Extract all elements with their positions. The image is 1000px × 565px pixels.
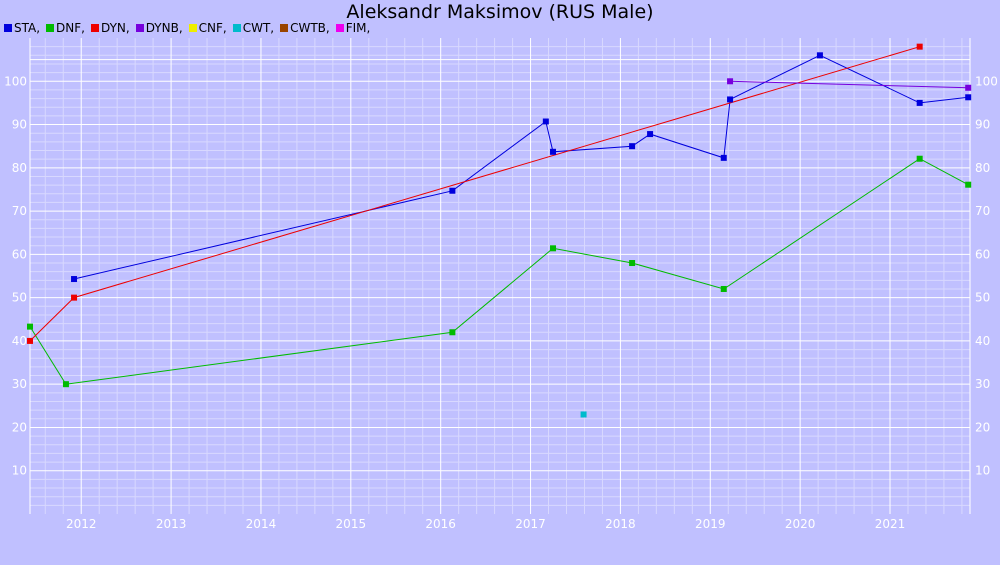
- x-axis-ticks: 2012 2013 2014 2015 2016 2017 2018 2019 2020 2021: [66, 517, 905, 531]
- chart-title: Aleksandr Maksimov (RUS Male): [346, 1, 654, 23]
- data-point-dyn: [916, 43, 923, 50]
- data-point-dynb: [727, 78, 734, 85]
- x-tick-label: 2021: [875, 517, 906, 531]
- y-tick-label-right: 50: [975, 291, 990, 305]
- x-tick-label: 2012: [66, 517, 97, 531]
- data-point-dnf: [62, 381, 69, 388]
- y-tick-label-right: 20: [975, 420, 990, 434]
- y-tick-label-right: 30: [975, 377, 990, 391]
- legend-label: CNF,: [198, 21, 227, 35]
- y-tick-label-right: 80: [975, 161, 990, 175]
- x-tick-label: 2019: [695, 517, 726, 531]
- grid-minor: [30, 38, 970, 514]
- data-point-sta: [647, 131, 654, 138]
- data-point-sta: [727, 96, 734, 103]
- x-tick-label: 2014: [246, 517, 277, 531]
- x-tick-label: 2016: [425, 517, 456, 531]
- y-tick-label-right: 60: [975, 247, 990, 261]
- data-point-sta: [550, 148, 557, 155]
- y-tick-label-left: 100: [4, 74, 27, 88]
- data-point-sta: [916, 99, 923, 106]
- data-point-sta: [542, 118, 549, 125]
- y-tick-label-left: 40: [12, 334, 27, 348]
- y-tick-label-left: 30: [12, 377, 27, 391]
- data-point-dnf: [27, 323, 33, 330]
- legend-entry-cwt: CWT,: [232, 21, 275, 35]
- y-tick-label-left: 50: [12, 291, 27, 305]
- legend-label: DYNB,: [145, 21, 183, 35]
- legend-entry-cnf: CNF,: [188, 21, 227, 35]
- legend-label: FIM,: [345, 21, 371, 35]
- data-point-dnf: [916, 155, 923, 162]
- series-markers: [27, 43, 972, 418]
- data-point-sta: [816, 52, 823, 59]
- x-tick-label: 2017: [515, 517, 546, 531]
- x-tick-label: 2018: [605, 517, 636, 531]
- y-tick-label-right: 70: [975, 204, 990, 218]
- y-axis-ticks-left: 10 20 30 40 50 60 70 80 90 100: [4, 74, 27, 477]
- y-tick-label-left: 20: [12, 420, 27, 434]
- y-tick-label-left: 10: [12, 464, 27, 478]
- data-point-dnf: [449, 329, 456, 336]
- data-point-sta: [720, 154, 727, 161]
- legend-label: DNF,: [56, 21, 85, 35]
- legend-entry-dnf: DNF,: [46, 21, 85, 35]
- legend-swatch-dynb: [135, 24, 144, 32]
- y-tick-label-right: 40: [975, 334, 990, 348]
- y-tick-label-right: 10: [975, 464, 990, 478]
- data-point-sta: [449, 187, 456, 194]
- x-tick-label: 2015: [336, 517, 367, 531]
- data-point-sta: [965, 94, 972, 101]
- legend-entry-fim: FIM,: [335, 21, 371, 35]
- legend-label: CWT,: [242, 21, 275, 35]
- data-point-sta: [629, 143, 636, 150]
- y-tick-label-right: 90: [975, 118, 990, 132]
- data-point-dnf: [550, 245, 557, 252]
- legend-label: CWTB,: [290, 21, 330, 35]
- y-tick-label-left: 80: [12, 161, 27, 175]
- data-point-dnf: [720, 285, 727, 292]
- legend-entry-dyn: DYN,: [90, 21, 130, 35]
- data-point-sta: [71, 276, 78, 283]
- y-tick-label-left: 70: [12, 204, 27, 218]
- legend-swatch-sta: [4, 24, 12, 32]
- data-point-dynb: [965, 84, 972, 91]
- legend-entry-sta: STA,: [4, 21, 40, 35]
- data-point-dyn: [27, 337, 33, 344]
- x-tick-label: 2020: [785, 517, 816, 531]
- legend-swatch-cnf: [188, 24, 197, 32]
- grid-major: [29, 38, 971, 514]
- legend-swatch-dyn: [90, 24, 99, 32]
- legend-entry-cwtb: CWTB,: [280, 21, 330, 35]
- legend-label: DYN,: [100, 21, 130, 35]
- data-point-dnf: [629, 260, 636, 267]
- data-point-cwt: [580, 411, 587, 418]
- legend-entry-dynb: DYNB,: [135, 21, 183, 35]
- series-line-dnf: [29, 158, 969, 385]
- data-point-dnf: [965, 181, 972, 188]
- legend-label: STA,: [14, 21, 41, 35]
- legend-swatch-dnf: [46, 24, 55, 32]
- series-line-dynb: [730, 80, 969, 89]
- legend-swatch-cwtb: [280, 24, 289, 32]
- data-point-dyn: [71, 294, 78, 301]
- legend-swatch-cwt: [232, 24, 241, 32]
- y-axis-ticks-right: 10 20 30 40 50 60 70 80 90 100: [975, 74, 998, 477]
- legend-swatch-fim: [335, 24, 344, 32]
- x-tick-label: 2013: [156, 517, 187, 531]
- y-tick-label-right: 100: [975, 74, 998, 88]
- y-tick-label-left: 60: [12, 247, 27, 261]
- y-tick-label-left: 90: [12, 118, 27, 132]
- legend: STA, DNF, DYN, DYNB, CNF, CWT, CWTB, FIM,: [4, 21, 376, 37]
